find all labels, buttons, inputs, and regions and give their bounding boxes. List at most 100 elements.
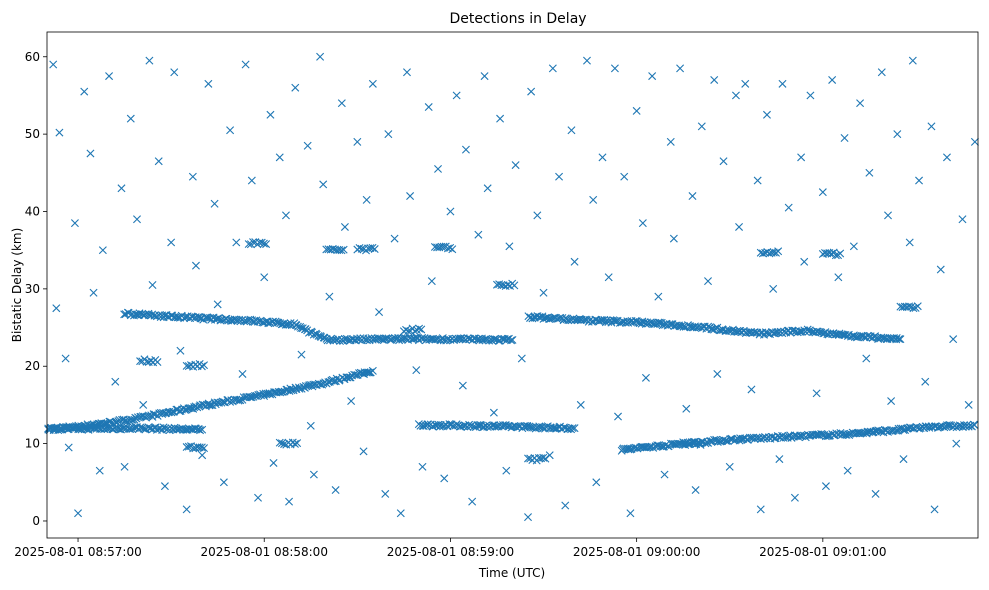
detection-marker (200, 361, 209, 370)
detection-marker (291, 83, 300, 92)
detection-marker (711, 324, 720, 333)
detection-marker (309, 470, 318, 479)
detection-marker (970, 420, 979, 429)
detection-marker (306, 421, 315, 430)
detection-marker (778, 79, 787, 88)
detection-marker (909, 304, 918, 313)
detection-marker (843, 466, 852, 475)
x-axis-ticks: 2025-08-01 08:57:00 2025-08-01 08:58:00 20… (14, 538, 887, 559)
detection-marker (877, 333, 886, 342)
detection-marker (368, 243, 377, 252)
detection-marker (790, 493, 799, 502)
detection-marker (840, 134, 849, 142)
detection-marker (517, 354, 526, 363)
detection-marker (359, 447, 368, 456)
detection-marker (364, 368, 373, 377)
detection-marker (246, 393, 255, 402)
detection-marker (168, 407, 177, 416)
detection-marker (762, 110, 771, 119)
detection-marker (964, 400, 973, 409)
detection-marker (502, 466, 511, 475)
detection-marker (262, 240, 271, 249)
detection-marker (61, 354, 70, 363)
detection-marker (949, 335, 958, 344)
detection-marker (927, 122, 936, 131)
detection-marker (418, 462, 427, 471)
detection-marker (633, 444, 642, 453)
detection-marker (343, 373, 352, 382)
detection-marker (855, 332, 864, 341)
detection-marker (579, 315, 588, 324)
x-axis-label: Time (UTC) (478, 566, 545, 580)
detection-marker (803, 325, 812, 334)
detection-marker (368, 366, 377, 375)
detection-marker (701, 439, 710, 448)
detection-marker (339, 245, 348, 254)
detection-marker (290, 439, 299, 448)
detection-marker (238, 369, 247, 378)
detection-marker (626, 509, 635, 518)
detection-marker (412, 366, 421, 375)
detection-marker (508, 335, 517, 344)
detection-marker (871, 489, 880, 498)
detection-marker (219, 398, 228, 407)
detection-marker (197, 443, 206, 452)
detection-marker (133, 215, 141, 224)
detection-marker (198, 451, 207, 460)
detection-marker (316, 52, 325, 61)
detection-marker (309, 330, 318, 339)
detection-marker (834, 273, 843, 282)
detection-marker (570, 257, 579, 266)
detection-marker (314, 331, 323, 340)
detection-marker (280, 440, 289, 449)
detection-marker (353, 334, 362, 343)
detection-marker (196, 426, 205, 435)
detection-marker (930, 505, 939, 514)
detection-marker (254, 493, 263, 502)
detection-marker (545, 451, 554, 460)
detection-marker (958, 215, 967, 224)
detection-marker (800, 257, 809, 266)
detection-marker (189, 444, 198, 453)
detection-marker (275, 153, 284, 162)
detection-marker (275, 438, 284, 447)
detection-marker (485, 336, 494, 345)
detection-marker (841, 331, 850, 339)
detection-marker (293, 439, 302, 448)
detection-marker (697, 122, 706, 131)
detection-marker (747, 385, 756, 394)
detection-marker (458, 381, 467, 390)
detection-marker (213, 300, 222, 309)
x-tick-label: 2025-08-01 08:57:00 (14, 545, 141, 559)
detection-marker (641, 373, 650, 382)
detection-marker (370, 245, 379, 254)
detection-marker (399, 334, 408, 343)
detection-marker (396, 509, 405, 518)
detection-marker (368, 79, 377, 88)
detection-marker (741, 79, 750, 88)
detection-marker (533, 211, 542, 220)
detection-marker (496, 114, 505, 123)
detection-marker (148, 281, 157, 289)
detection-marker (666, 137, 675, 146)
detection-marker (735, 222, 744, 231)
detection-marker (182, 505, 191, 514)
detection-marker (278, 388, 287, 396)
detection-marker (350, 370, 359, 379)
detection-marker (600, 315, 609, 324)
detection-marker (704, 277, 712, 286)
detection-marker (682, 404, 691, 413)
detection-marker (406, 192, 415, 201)
detection-marker (806, 91, 815, 100)
detection-marker (725, 462, 734, 471)
detection-marker (489, 335, 498, 344)
detection-marker (415, 324, 424, 333)
detection-marker (331, 486, 340, 495)
detection-marker (210, 199, 219, 208)
detection-marker (908, 56, 917, 65)
detection-marker (226, 126, 235, 135)
detection-marker (448, 245, 457, 254)
detection-marker (524, 454, 533, 463)
detection-marker (589, 195, 598, 204)
detection-marker (654, 318, 663, 327)
